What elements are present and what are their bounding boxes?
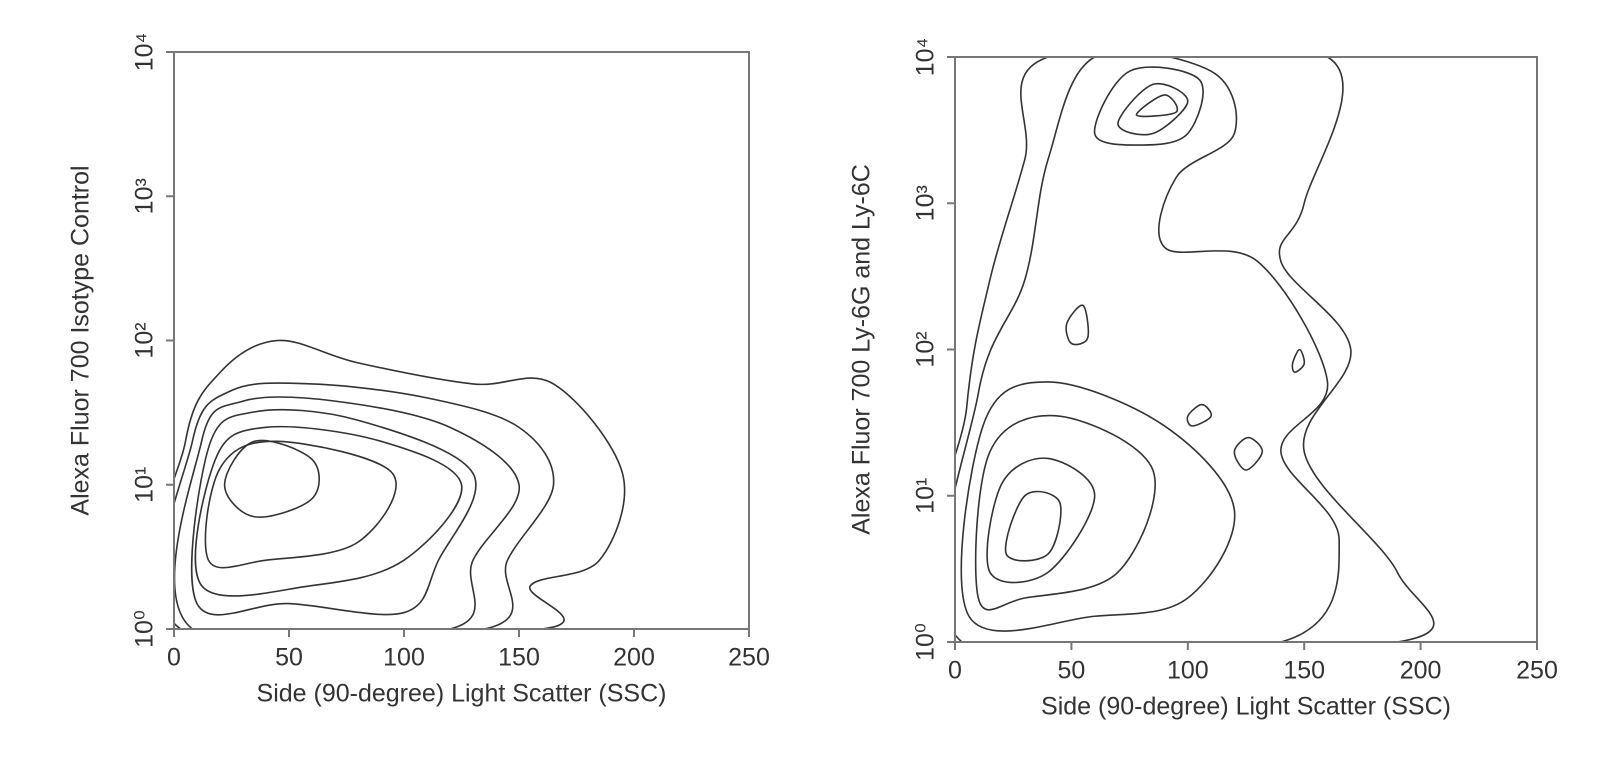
contour-line: [1135, 94, 1179, 118]
contour-line: [174, 382, 555, 629]
x-tick-label: 200: [613, 644, 655, 672]
y-tick-label: 10¹: [912, 478, 940, 514]
contour-line: [1233, 436, 1264, 471]
contour-line: [955, 57, 1340, 642]
contour-line: [1186, 403, 1213, 427]
y-tick-label: 10³: [912, 185, 940, 221]
y-tick-label: 10³: [131, 178, 159, 214]
y-tick-label: 10⁴: [131, 33, 159, 72]
contour-line: [1117, 82, 1189, 136]
x-tick-label: 250: [1516, 657, 1558, 685]
contour-line: [204, 440, 397, 569]
x-tick-label: 50: [275, 644, 303, 672]
contour-line: [174, 396, 520, 629]
x-axis-label: Side (90-degree) Light Scatter (SSC): [1041, 693, 1451, 721]
x-axis-label: Side (90-degree) Light Scatter (SSC): [257, 680, 667, 708]
x-tick-label: 150: [498, 644, 540, 672]
contour-line: [223, 439, 320, 518]
y-tick-label: 10⁰: [912, 623, 940, 661]
x-tick-label: 0: [948, 657, 962, 685]
y-tick-label: 10¹: [131, 467, 159, 503]
y-tick-label: 10⁴: [912, 38, 940, 77]
contour-line: [190, 408, 477, 616]
contour-line: [960, 381, 1236, 632]
x-tick-label: 100: [1167, 657, 1209, 685]
y-axis-label: Alexa Fluor 700 Isotype Control: [67, 165, 95, 515]
plot-frame: [173, 51, 750, 630]
contour-line: [174, 339, 626, 629]
x-tick-label: 0: [167, 644, 181, 672]
contour-line: [1291, 348, 1306, 373]
y-tick-label: 10²: [912, 331, 940, 367]
x-tick-label: 50: [1057, 657, 1085, 685]
y-axis-label: Alexa Fluor 700 Ly-6G and Ly-6C: [848, 164, 876, 535]
y-tick-label: 10²: [131, 322, 159, 358]
plot-frame: [954, 56, 1538, 643]
contour-line: [986, 457, 1096, 584]
x-tick-label: 200: [1400, 657, 1442, 685]
contour-line: [1004, 490, 1062, 562]
contour-line: [1093, 66, 1204, 146]
x-tick-label: 150: [1283, 657, 1325, 685]
y-tick-label: 10⁰: [131, 610, 159, 648]
contour-line: [974, 414, 1156, 611]
x-tick-label: 250: [728, 644, 770, 672]
contour-line: [1065, 304, 1090, 346]
contour-line: [955, 57, 1435, 642]
contour-line: [194, 425, 463, 597]
x-tick-label: 100: [383, 644, 425, 672]
